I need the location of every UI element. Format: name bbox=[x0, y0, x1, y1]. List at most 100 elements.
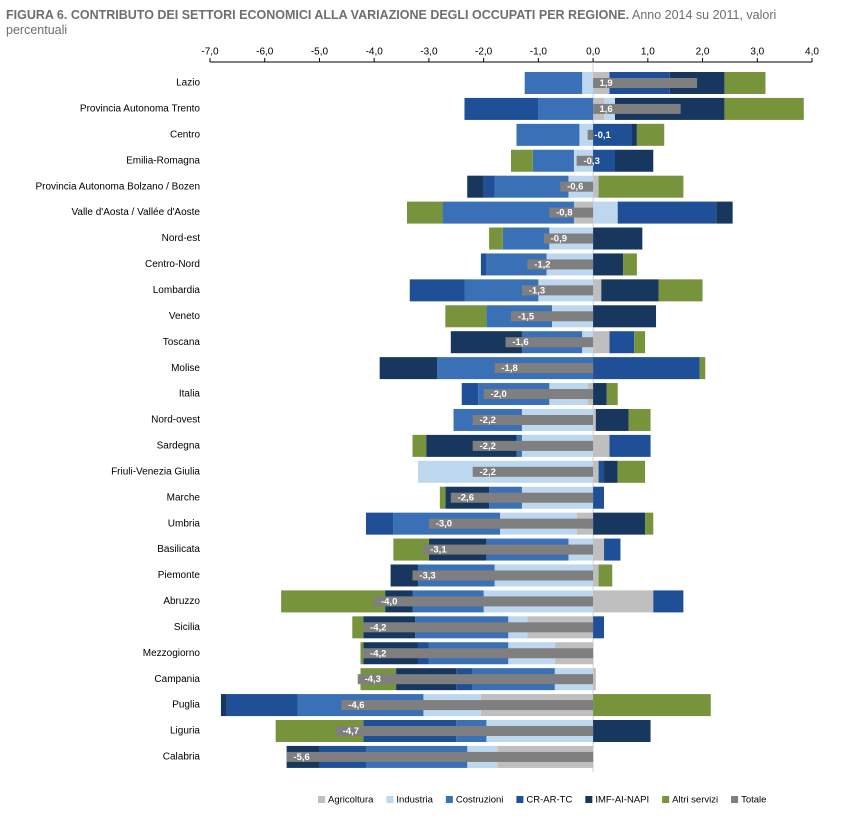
bar-segment bbox=[593, 253, 624, 276]
bar-segment bbox=[461, 383, 479, 406]
legend-label: IMF-AI-NAPI bbox=[595, 795, 649, 806]
bar-segment bbox=[480, 253, 487, 276]
category-label: Calabria bbox=[163, 752, 201, 763]
bar-segment bbox=[598, 564, 613, 587]
total-bar bbox=[412, 570, 594, 581]
bar-segment bbox=[538, 97, 594, 120]
total-bar bbox=[450, 492, 594, 503]
category-label: Toscana bbox=[163, 337, 201, 348]
bar-segment bbox=[593, 668, 596, 691]
bar-segment bbox=[593, 175, 599, 198]
bar-segment bbox=[464, 279, 539, 302]
total-bar bbox=[472, 440, 594, 451]
legend-swatch bbox=[516, 796, 524, 803]
bar-segment bbox=[226, 694, 298, 717]
legend-label: Altri servizi bbox=[672, 795, 718, 806]
bar-segment bbox=[593, 486, 605, 509]
bar-segment bbox=[593, 434, 610, 457]
x-tick-label: -1,0 bbox=[530, 47, 548, 58]
bar-segment bbox=[669, 72, 725, 94]
bar-segment bbox=[393, 538, 429, 561]
total-label: 1,6 bbox=[599, 104, 612, 115]
bar-segment bbox=[593, 201, 618, 224]
category-label: Mezzogiorno bbox=[143, 648, 201, 659]
bar-segment bbox=[426, 434, 517, 457]
x-tick-label: 2,0 bbox=[696, 47, 710, 58]
total-label: -1,2 bbox=[534, 259, 550, 270]
total-bar bbox=[341, 700, 594, 711]
bar-segment bbox=[450, 331, 522, 354]
category-label: Veneto bbox=[169, 311, 201, 322]
bar-segment bbox=[483, 175, 495, 198]
category-label: Nord-est bbox=[162, 233, 201, 244]
bar-segment bbox=[593, 123, 632, 146]
total-bar bbox=[511, 311, 594, 322]
bar-segment bbox=[653, 590, 684, 613]
category-label: Provincia Autonoma Bolzano / Bozen bbox=[35, 181, 200, 192]
bar-segment bbox=[598, 175, 684, 198]
total-bar bbox=[576, 155, 594, 166]
total-label: -1,3 bbox=[529, 285, 545, 296]
category-label: Lombardia bbox=[153, 285, 201, 296]
bar-segment bbox=[407, 201, 443, 224]
bar-segment bbox=[724, 72, 766, 94]
bar-segment bbox=[593, 408, 596, 431]
total-label: -5,6 bbox=[293, 752, 309, 763]
bar-segment bbox=[699, 357, 706, 380]
bar-segment bbox=[390, 564, 418, 587]
category-label: Italia bbox=[179, 389, 201, 400]
bar-segment bbox=[442, 201, 574, 224]
x-tick-label: -3,0 bbox=[420, 47, 438, 58]
header: FIGURA 6. CONTRIBUTO DEI SETTORI ECONOMI… bbox=[6, 8, 816, 38]
bar-segment bbox=[281, 590, 386, 613]
legend-label: Costruzioni bbox=[456, 795, 504, 806]
x-tick-label: -2,0 bbox=[475, 47, 493, 58]
total-label: -4,0 bbox=[381, 596, 397, 607]
bar-segment bbox=[593, 227, 643, 250]
total-bar bbox=[549, 207, 594, 218]
total-label: -0,1 bbox=[594, 130, 611, 141]
bar-segment bbox=[486, 253, 547, 276]
bar-segment bbox=[609, 434, 651, 457]
legend-swatch bbox=[585, 796, 593, 803]
category-label: Lazio bbox=[176, 78, 200, 89]
x-tick-label: -6,0 bbox=[256, 47, 274, 58]
total-label: -2,2 bbox=[480, 441, 496, 452]
bar-segment bbox=[593, 460, 599, 483]
bar-segment bbox=[593, 279, 602, 302]
chart-title: FIGURA 6. CONTRIBUTO DEI SETTORI ECONOMI… bbox=[6, 8, 630, 22]
legend-swatch bbox=[386, 796, 394, 803]
category-label: Sardegna bbox=[157, 441, 201, 452]
bar-segment bbox=[412, 434, 427, 457]
bar-segment bbox=[658, 279, 703, 302]
bar-segment bbox=[593, 383, 607, 406]
total-bar bbox=[587, 129, 594, 140]
bar-segment bbox=[606, 383, 618, 406]
bar-segment bbox=[716, 201, 733, 224]
bar-segment bbox=[439, 486, 446, 509]
category-label: Umbria bbox=[168, 518, 201, 529]
bar-segment bbox=[516, 123, 580, 146]
total-label: -2,2 bbox=[480, 467, 496, 478]
total-bar bbox=[374, 596, 594, 607]
bar-segment bbox=[593, 616, 605, 639]
x-tick-label: -7,0 bbox=[201, 47, 219, 58]
total-label: 1,9 bbox=[599, 78, 612, 89]
bar-segment bbox=[489, 227, 503, 250]
bar-segment bbox=[593, 512, 646, 535]
total-label: -2,0 bbox=[490, 389, 506, 400]
total-bar bbox=[357, 674, 594, 685]
bar-segment bbox=[365, 512, 394, 535]
bar-segment bbox=[352, 616, 364, 639]
total-bar bbox=[505, 337, 594, 348]
category-label: Molise bbox=[171, 363, 200, 374]
bar-segment bbox=[645, 512, 654, 535]
bar-segment bbox=[617, 460, 646, 483]
bar-segment bbox=[595, 408, 629, 431]
bar-segment bbox=[724, 97, 804, 120]
bar-segment bbox=[445, 305, 487, 328]
bar-segment bbox=[464, 97, 539, 120]
total-label: -4,2 bbox=[370, 622, 386, 633]
total-bar bbox=[521, 285, 594, 296]
